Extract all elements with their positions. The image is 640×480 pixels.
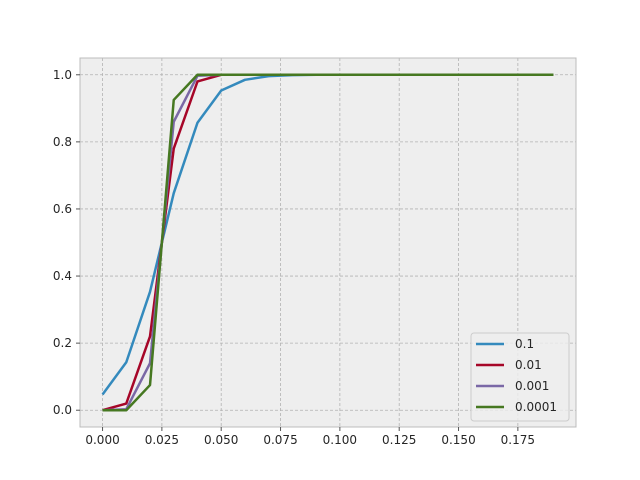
y-tick-label: 0.0: [53, 403, 72, 417]
x-tick-label: 0.150: [441, 433, 475, 447]
x-tick-label: 0.125: [382, 433, 416, 447]
y-tick-label: 1.0: [53, 68, 72, 82]
legend-label: 0.01: [515, 358, 542, 372]
series-line-3: [102, 73, 554, 412]
x-axis: 0.000 0.025 0.050 0.075 0.100 0.125 0.150 0.175: [85, 427, 535, 447]
legend-box: [470, 332, 570, 422]
y-tick-label: 0.6: [53, 202, 72, 216]
legend-label: 0.001: [515, 379, 549, 393]
x-tick-label: 0.175: [501, 433, 535, 447]
legend-label: 0.0001: [515, 400, 557, 414]
x-tick-label: 0.025: [145, 433, 179, 447]
grid: [80, 58, 576, 427]
plot-frame: [79, 57, 577, 428]
x-tick-label: 0.100: [323, 433, 357, 447]
legend-label: 0.1: [515, 337, 534, 351]
y-tick-label: 0.4: [53, 269, 72, 283]
x-tick-label: 0.075: [263, 433, 297, 447]
y-tick-label: 0.2: [53, 336, 72, 350]
series-lines: [101, 73, 554, 412]
x-tick-label: 0.050: [204, 433, 238, 447]
x-tick-label: 0.000: [85, 433, 119, 447]
y-tick-label: 0.8: [53, 135, 72, 149]
legend: 0.1 0.01 0.001 0.0001: [470, 332, 570, 422]
y-axis: 0.0 0.2 0.4 0.6 0.8 1.0: [53, 68, 80, 417]
